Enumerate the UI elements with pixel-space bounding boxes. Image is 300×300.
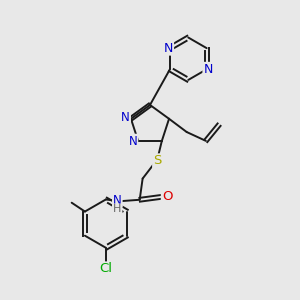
Text: S: S xyxy=(153,154,161,167)
Text: N: N xyxy=(113,194,122,207)
Text: N: N xyxy=(121,111,130,124)
Text: N: N xyxy=(129,135,137,148)
Text: H: H xyxy=(113,205,122,214)
Text: O: O xyxy=(162,190,172,203)
Text: N: N xyxy=(164,42,173,55)
Text: N: N xyxy=(203,63,213,76)
Text: Cl: Cl xyxy=(99,262,112,275)
